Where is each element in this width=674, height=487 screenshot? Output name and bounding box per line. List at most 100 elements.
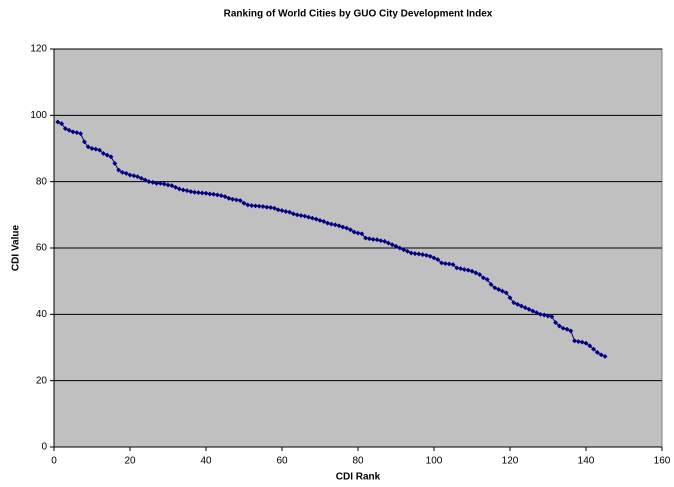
data-point [173,184,179,190]
data-point [256,203,262,209]
data-point [477,271,483,278]
x-tick-label: 80 [352,456,364,467]
data-point [192,189,198,195]
data-point [100,150,106,157]
y-tick-label: 40 [36,309,48,320]
data-point [340,224,346,230]
data-point [412,251,418,257]
data-point [492,285,498,291]
data-point [404,248,410,254]
data-point [587,343,593,349]
data-point [264,204,270,210]
data-point [359,231,365,237]
data-point [465,267,471,273]
data-point [279,207,285,214]
data-point [138,175,144,181]
data-point [154,180,160,186]
data-point [522,305,528,311]
data-point [427,253,433,259]
data-point [363,235,369,241]
data-point [442,261,448,267]
data-point [81,139,87,145]
data-point [431,255,437,261]
data-point [488,281,494,288]
data-point [252,203,258,209]
data-point [66,127,72,133]
data-point [78,131,84,137]
data-point [526,306,532,312]
data-point [408,250,414,256]
data-point [116,167,122,173]
data-point [537,311,543,317]
data-point [302,213,308,219]
data-point [131,173,137,179]
y-tick-label: 120 [30,44,47,55]
data-point [306,214,312,220]
data-point [393,243,399,249]
data-point [344,225,350,231]
data-point [325,220,331,226]
data-point [108,154,114,160]
data-point [579,339,585,345]
x-axis-title: CDI Rank [336,472,381,483]
data-point [157,180,163,186]
data-point [176,186,182,192]
data-point [461,267,467,273]
data-point [598,352,604,358]
y-tick-label: 0 [41,442,47,453]
data-point [499,288,505,294]
data-point [553,320,559,326]
data-point [161,181,167,187]
data-point [583,340,589,346]
data-point [503,290,509,296]
x-tick-label: 20 [124,456,136,467]
data-point [473,270,479,276]
data-point [142,177,148,183]
y-tick-label: 60 [36,243,48,254]
data-point [484,276,490,283]
data-point [222,194,228,200]
data-point [207,191,213,197]
data-point [93,146,99,152]
data-point [150,179,156,185]
data-point [401,247,407,253]
x-tick-label: 40 [200,456,212,467]
data-point [549,314,555,320]
data-point [260,203,266,210]
data-point [230,196,236,202]
data-point [530,308,536,314]
data-point [271,205,277,211]
data-point [275,207,281,213]
x-tick-label: 60 [276,456,288,467]
data-point [556,323,562,329]
data-point [575,338,581,345]
data-point [59,121,65,127]
data-point [184,188,190,194]
y-axis-title: CDI Value [11,225,22,272]
data-point [169,183,175,189]
data-point [62,126,68,132]
data-point [233,197,239,203]
data-point [541,312,547,318]
data-point [104,152,110,158]
data-point [321,218,327,225]
data-point [313,216,319,222]
data-point [146,179,152,185]
data-point [416,251,422,257]
data-point [112,160,118,166]
data-point [188,189,194,195]
data-point [85,144,91,150]
data-point [534,310,540,316]
data-point [480,275,486,281]
data-point [469,268,475,274]
data-point [195,190,201,196]
data-point [435,257,441,263]
data-point [389,242,395,248]
data-point [511,300,517,306]
data-point [249,202,255,209]
y-tick-label: 100 [30,110,47,121]
data-point [591,346,597,352]
data-point [518,303,524,309]
data-point [241,200,247,206]
